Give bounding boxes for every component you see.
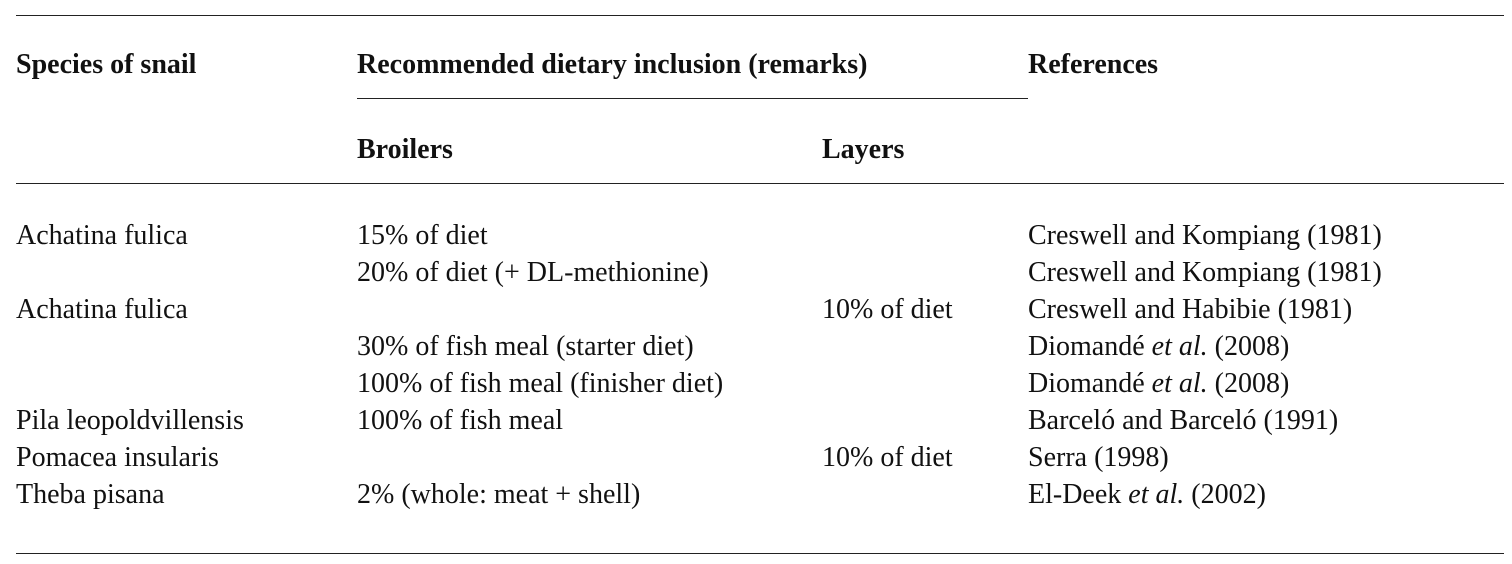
- table-cell: 30% of fish meal (starter diet): [357, 331, 694, 362]
- reference-text: Creswell and Habibie (1981): [1028, 294, 1353, 325]
- table-row: 20% of diet (+ DL-methionine) Creswell an…: [16, 254, 1506, 291]
- header-rule: [16, 183, 1504, 184]
- table-row: Achatina fulica 15% of diet Creswell and K…: [16, 217, 1506, 254]
- reference-text: (2008): [1207, 331, 1290, 362]
- reference-text: El-Deek: [1028, 479, 1129, 510]
- header-cell: Layers: [822, 134, 905, 165]
- reference-text: Diomandé: [1028, 331, 1152, 362]
- table-cell: Pomacea insularis: [16, 442, 219, 473]
- table-cell: Theba pisana: [16, 479, 165, 510]
- table-cell: El-Deek et al. (2002): [1028, 476, 1506, 513]
- header-cell: Species of snail: [16, 49, 197, 80]
- reference-text: et al.: [1151, 331, 1208, 362]
- table-cell: Achatina fulica: [16, 220, 188, 251]
- table-cell: [822, 254, 1028, 291]
- table-cell: [822, 365, 1028, 402]
- data-table: Achatina fulica 15% of diet Creswell and K…: [16, 217, 1506, 513]
- table-cell: Pila leopoldvillensis: [16, 405, 244, 436]
- table-cell: 2% (whole: meat + shell): [357, 479, 641, 510]
- table-cell: [357, 291, 822, 328]
- reference-text: Creswell and Kompiang (1981): [1028, 257, 1382, 288]
- table-cell: [357, 439, 822, 476]
- table-cell: [822, 328, 1028, 365]
- reference-text: Barceló and Barceló (1991): [1028, 405, 1339, 436]
- table-cell: 10% of diet: [822, 442, 953, 473]
- table-cell: Creswell and Habibie (1981): [1028, 291, 1506, 328]
- top-rule: [16, 15, 1504, 16]
- table-row: Pila leopoldvillensis 100% of fish meal Ba…: [16, 402, 1506, 439]
- header-cell: Recommended dietary inclusion (remarks): [357, 49, 868, 80]
- reference-text: et al.: [1128, 479, 1185, 510]
- table-cell: [16, 328, 357, 365]
- table-cell: Barceló and Barceló (1991): [1028, 402, 1506, 439]
- reference-text: Serra (1998): [1028, 442, 1169, 473]
- table-cell: [822, 217, 1028, 254]
- table-cell: 100% of fish meal: [357, 405, 564, 436]
- reference-text: et al.: [1151, 368, 1208, 399]
- table-cell: [822, 476, 1028, 513]
- table-cell: [822, 402, 1028, 439]
- header-cell: References: [1028, 49, 1159, 80]
- table-cell: [16, 254, 357, 291]
- table-cell: [16, 365, 357, 402]
- table-cell: 20% of diet (+ DL-methionine): [357, 257, 709, 288]
- table-cell: 100% of fish meal (finisher diet): [357, 368, 724, 399]
- reference-text: (2008): [1207, 368, 1290, 399]
- table-cell: Achatina fulica: [16, 294, 188, 325]
- table-cell: 15% of diet: [357, 220, 488, 251]
- table-cell: Diomandé et al. (2008): [1028, 328, 1506, 365]
- table-cell: 10% of diet: [822, 294, 953, 325]
- reference-text: Creswell and Kompiang (1981): [1028, 220, 1382, 251]
- header-cell: Broilers: [357, 134, 453, 165]
- table-body: Achatina fulica 15% of diet Creswell and K…: [16, 217, 1506, 513]
- span-rule: [357, 98, 1028, 99]
- table-cell: Creswell and Kompiang (1981): [1028, 254, 1506, 291]
- table-row: Achatina fulica 10% of diet Creswell and H…: [16, 291, 1506, 328]
- table-row: Theba pisana 2% (whole: meat + shell) El-D…: [16, 476, 1506, 513]
- table-cell: Creswell and Kompiang (1981): [1028, 217, 1506, 254]
- table-row: 30% of fish meal (starter diet) Diomandé …: [16, 328, 1506, 365]
- table-row: 100% of fish meal (finisher diet) Diomand…: [16, 365, 1506, 402]
- table-row: Pomacea insularis 10% of diet Serra (1998): [16, 439, 1506, 476]
- bottom-rule: [16, 553, 1504, 554]
- table-cell: Serra (1998): [1028, 439, 1506, 476]
- table-cell: Diomandé et al. (2008): [1028, 365, 1506, 402]
- reference-text: (2002): [1184, 479, 1266, 510]
- reference-text: Diomandé: [1028, 368, 1152, 399]
